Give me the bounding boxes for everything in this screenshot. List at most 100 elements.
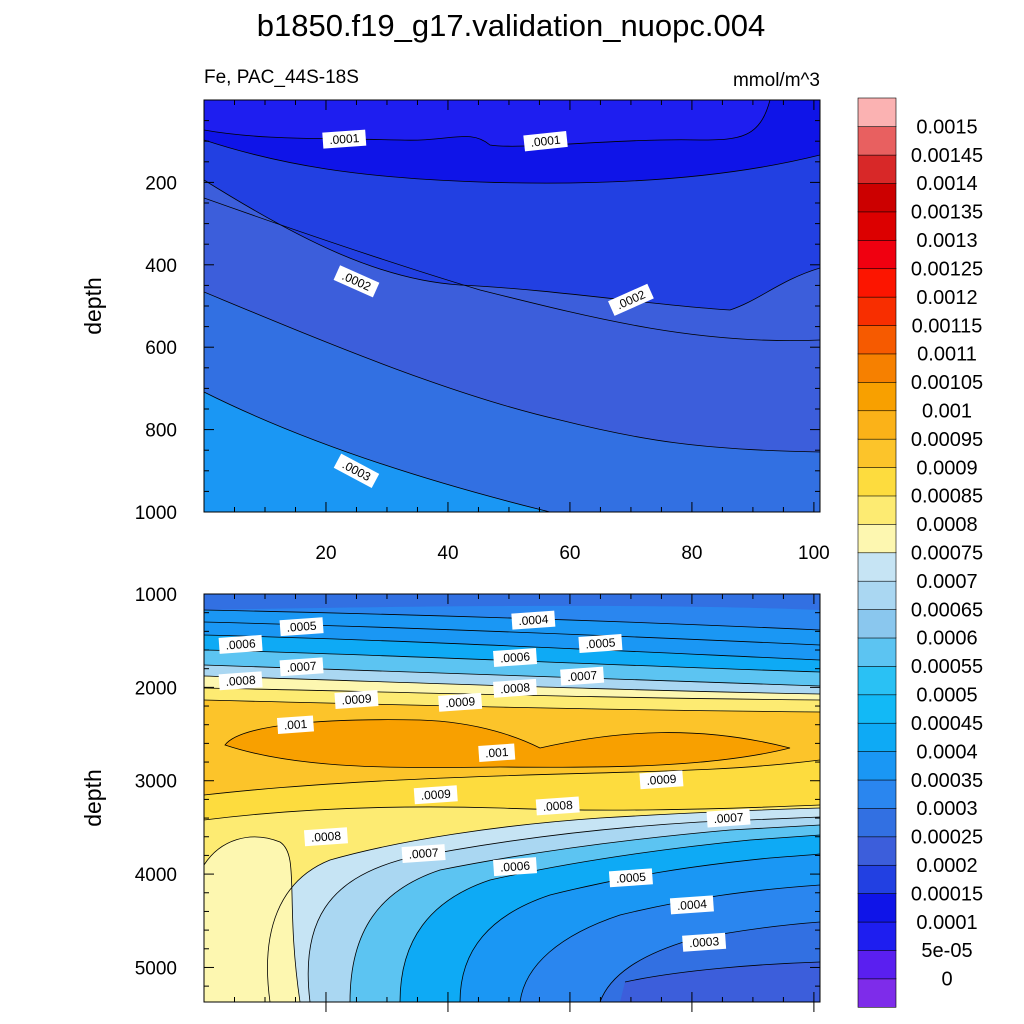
colorbar-label: 0.00065 — [911, 599, 983, 621]
y-tick-label: 400 — [145, 256, 177, 277]
contour-label-text: .001 — [283, 717, 308, 733]
contour-label-text: .0006 — [225, 636, 256, 652]
colorbar-swatch — [857, 552, 897, 582]
colorbar-swatch — [857, 921, 897, 951]
contour-label-text: .0004 — [518, 612, 549, 628]
x-tick-label: 60 — [559, 543, 580, 564]
colorbar-swatch — [857, 751, 897, 781]
lower-plot-frame — [203, 593, 821, 1003]
units-label: mmol/m^3 — [733, 70, 820, 91]
colorbar-swatch — [857, 126, 897, 156]
contour-label: .0006 — [493, 857, 538, 877]
contour-label: .0008 — [493, 678, 538, 698]
colorbar-swatch — [857, 381, 897, 412]
lower-panel: .0004 .0005 .0005 .0006 .0006 .0007 .0007 .0008… — [80, 585, 821, 1012]
contour-label-text: .0008 — [311, 829, 342, 845]
contour-label-text: .0003 — [689, 934, 720, 950]
colorbar-label: 0.0012 — [916, 287, 977, 309]
colorbar-swatch — [857, 978, 897, 1008]
y-tick-label: 1000 — [135, 585, 177, 606]
contour-label: .0005 — [279, 617, 324, 637]
colorbar-label: 0.00145 — [911, 145, 983, 167]
colorbar-swatch — [857, 807, 897, 838]
contour-label: .0005 — [608, 868, 653, 888]
y-tick-label: 1000 — [135, 503, 177, 524]
colorbar-label: 0.00125 — [911, 258, 983, 280]
contour-label: .0008 — [218, 671, 263, 691]
contour-label: .0007 — [279, 657, 324, 677]
colorbar-swatch — [857, 466, 897, 497]
contour-label: .0006 — [218, 634, 263, 654]
contour-label-text: .0001 — [329, 131, 360, 147]
contour-label: .0001 — [523, 130, 568, 152]
lower-y-axis-label: depth — [80, 769, 106, 827]
upper-contour-labels: .0001.0001.0002.0002.0003 — [322, 129, 654, 488]
colorbar-swatch — [857, 949, 897, 980]
x-tick-label: 100 — [798, 543, 830, 564]
colorbar-label: 0.0001 — [916, 912, 977, 934]
lower-y-axis: 1000 2000 3000 4000 5000 — [135, 585, 820, 987]
contour-label-text: .0007 — [286, 659, 317, 675]
contour-label-text: .0007 — [567, 668, 598, 684]
colorbar-label: 0.0015 — [916, 116, 977, 138]
colorbar-swatch — [857, 438, 897, 468]
colorbar-label: 0.00015 — [911, 883, 983, 905]
contour-label: .0005 — [578, 634, 623, 653]
contour-label: .0009 — [413, 785, 458, 805]
contour-label: .0006 — [493, 648, 538, 667]
colorbar-swatch — [857, 694, 897, 724]
colorbar-label: 0.00055 — [911, 656, 983, 678]
y-tick-label: 5000 — [135, 958, 177, 979]
contour-label-text: .0008 — [542, 798, 573, 814]
colorbar-swatch — [857, 211, 897, 241]
colorbar-label: 0.0004 — [916, 741, 977, 763]
colorbar-swatch — [857, 523, 897, 554]
colorbar-label: 0.0008 — [916, 514, 977, 536]
colorbar-swatch — [857, 353, 897, 383]
contour-label: .0001 — [322, 129, 367, 149]
colorbar-swatch — [857, 268, 897, 298]
contour-label: .0008 — [303, 827, 348, 847]
colorbar-swatch — [857, 97, 897, 128]
colorbar-label: 0.00135 — [911, 202, 983, 224]
colorbar-label: 0.00035 — [911, 770, 983, 792]
colorbar-label: 0.0005 — [916, 685, 977, 707]
contour-label: .0009 — [438, 692, 483, 712]
upper-x-axis: 20 40 60 80 100 — [233, 100, 830, 564]
colorbar-label: 0.00045 — [911, 713, 983, 735]
x-tick-label: 20 — [315, 543, 336, 564]
contour-label: .001 — [276, 715, 314, 734]
colorbar-swatch — [857, 410, 897, 440]
contour-label-text: .0009 — [646, 772, 677, 788]
colorbar-swatch — [857, 182, 897, 213]
contour-label-text: .0006 — [500, 859, 531, 875]
colorbar-label: 0.0007 — [916, 571, 977, 593]
contour-label-text: .0004 — [676, 897, 707, 913]
upper-y-axis-label: depth — [80, 277, 106, 335]
contour-label-text: .0005 — [286, 619, 317, 635]
contour-label-text: .0001 — [530, 133, 562, 150]
contour-label: .001 — [478, 743, 516, 762]
colorbar-label: 5e-05 — [921, 940, 972, 962]
contour-label-text: .0007 — [408, 845, 439, 861]
contour-label: .0003 — [333, 453, 380, 488]
colorbar-swatch — [857, 296, 897, 326]
y-tick-label: 600 — [145, 338, 177, 359]
contour-label: .0004 — [669, 895, 714, 915]
contour-label-text: .001 — [485, 745, 510, 761]
colorbar-label: 0.00115 — [912, 315, 983, 337]
contour-label-text: .0008 — [500, 680, 531, 696]
y-tick-label: 800 — [145, 421, 177, 442]
contour-label-text: .0009 — [420, 787, 451, 803]
colorbar-swatch — [857, 580, 897, 610]
contour-label: .0008 — [535, 796, 580, 816]
contour-label-text: .0006 — [500, 649, 531, 665]
colorbar-swatch — [857, 864, 897, 894]
x-tick-label: 40 — [437, 543, 458, 564]
contour-label: .0003 — [682, 932, 727, 952]
x-tick-label: 80 — [681, 543, 702, 564]
upper-y-axis: 200 400 600 800 1000 — [135, 99, 820, 524]
colorbar: 0 5e-05 0.0001 0.00015 0.0002 0.00025 0.0003 0.… — [857, 97, 983, 1008]
colorbar-swatch — [857, 324, 897, 355]
